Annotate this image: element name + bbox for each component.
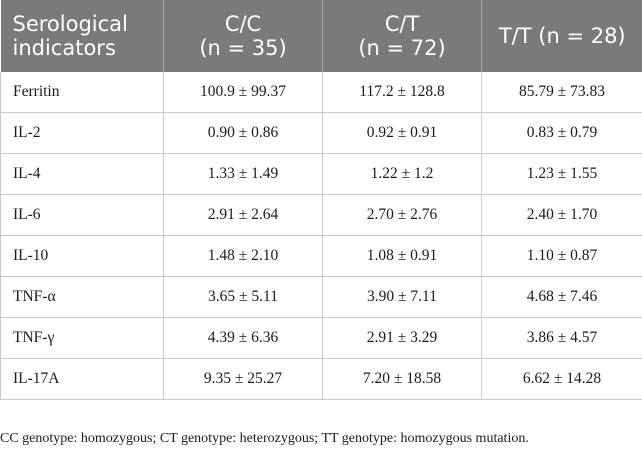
header-cc-line1: C/C: [224, 12, 262, 36]
cell-ct: 1.22 ± 1.2: [322, 153, 482, 195]
table-body: Ferritin 100.9 ± 99.37 117.2 ± 128.8 85.…: [0, 72, 642, 400]
table-row: IL-17A 9.35 ± 25.27 7.20 ± 18.58 6.62 ± …: [0, 358, 642, 400]
table-row: IL-6 2.91 ± 2.64 2.70 ± 2.76 2.40 ± 1.70: [0, 194, 642, 236]
header-row: Serological indicators C/C (n = 35) C/T …: [0, 0, 642, 72]
header-indicators: Serological indicators: [0, 0, 164, 72]
row-indicator: IL-2: [0, 112, 164, 154]
cell-cc: 1.33 ± 1.49: [163, 153, 323, 195]
table-row: TNF-α 3.65 ± 5.11 3.90 ± 7.11 4.68 ± 7.4…: [0, 276, 642, 318]
cell-cc: 2.91 ± 2.64: [163, 194, 323, 236]
header-ct-line2: (n = 72): [358, 36, 446, 60]
table-row: IL-10 1.48 ± 2.10 1.08 ± 0.91 1.10 ± 0.8…: [0, 235, 642, 277]
cell-ct: 2.91 ± 3.29: [322, 317, 482, 359]
table-row: IL-4 1.33 ± 1.49 1.22 ± 1.2 1.23 ± 1.55: [0, 153, 642, 195]
cell-ct: 3.90 ± 7.11: [322, 276, 482, 318]
row-indicator: IL-17A: [0, 358, 164, 400]
cell-cc: 1.48 ± 2.10: [163, 235, 323, 277]
header-cc-line2: (n = 35): [199, 36, 287, 60]
cell-cc: 100.9 ± 99.37: [163, 72, 323, 113]
table-footnote: CC genotype: homozygous; CT genotype: he…: [0, 431, 529, 446]
cell-ct: 2.70 ± 2.76: [322, 194, 482, 236]
cell-tt: 1.23 ± 1.55: [481, 153, 642, 195]
cell-ct: 117.2 ± 128.8: [322, 72, 482, 113]
cell-tt: 6.62 ± 14.28: [481, 358, 642, 400]
header-ct-line1: C/T: [384, 12, 420, 36]
cell-cc: 4.39 ± 6.36: [163, 317, 323, 359]
serological-table: Serological indicators C/C (n = 35) C/T …: [0, 0, 642, 400]
table-header: Serological indicators C/C (n = 35) C/T …: [0, 0, 642, 72]
table-row: Ferritin 100.9 ± 99.37 117.2 ± 128.8 85.…: [0, 72, 642, 113]
header-indicators-line2: indicators: [12, 36, 116, 60]
header-tt-line1: T/T (n = 28): [498, 24, 626, 48]
cell-ct: 1.08 ± 0.91: [322, 235, 482, 277]
row-indicator: IL-10: [0, 235, 164, 277]
header-ct: C/T (n = 72): [322, 0, 482, 72]
row-indicator: Ferritin: [0, 72, 164, 113]
cell-tt: 85.79 ± 73.83: [481, 72, 642, 113]
cell-tt: 4.68 ± 7.46: [481, 276, 642, 318]
row-indicator: TNF-α: [0, 276, 164, 318]
header-cc: C/C (n = 35): [163, 0, 323, 72]
row-indicator: IL-4: [0, 153, 164, 195]
table-row: TNF-γ 4.39 ± 6.36 2.91 ± 3.29 3.86 ± 4.5…: [0, 317, 642, 359]
cell-cc: 0.90 ± 0.86: [163, 112, 323, 154]
cell-ct: 0.92 ± 0.91: [322, 112, 482, 154]
cell-tt: 3.86 ± 4.57: [481, 317, 642, 359]
header-tt: T/T (n = 28): [481, 0, 642, 72]
header-indicators-line1: Serological: [12, 12, 128, 36]
cell-tt: 0.83 ± 0.79: [481, 112, 642, 154]
cell-tt: 2.40 ± 1.70: [481, 194, 642, 236]
table-container: Serological indicators C/C (n = 35) C/T …: [0, 0, 642, 400]
cell-ct: 7.20 ± 18.58: [322, 358, 482, 400]
cell-cc: 9.35 ± 25.27: [163, 358, 323, 400]
row-indicator: TNF-γ: [0, 317, 164, 359]
row-indicator: IL-6: [0, 194, 164, 236]
cell-cc: 3.65 ± 5.11: [163, 276, 323, 318]
table-row: IL-2 0.90 ± 0.86 0.92 ± 0.91 0.83 ± 0.79: [0, 112, 642, 154]
cell-tt: 1.10 ± 0.87: [481, 235, 642, 277]
